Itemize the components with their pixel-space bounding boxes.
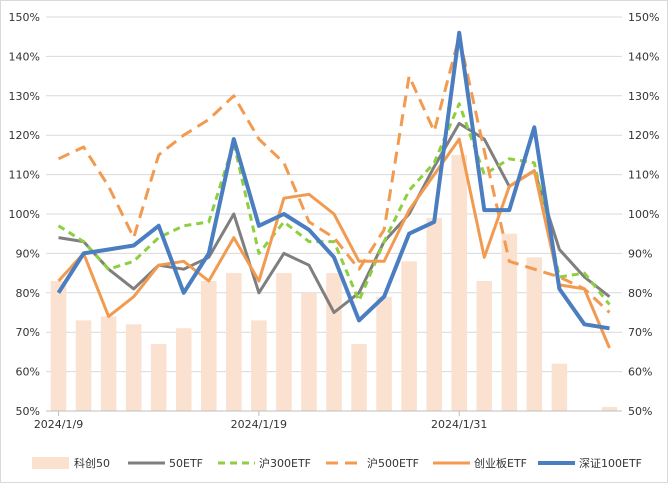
bar-series	[50, 154, 618, 411]
series-line	[57, 102, 611, 306]
bar	[175, 328, 192, 411]
bar	[226, 273, 242, 411]
y-tick-label-left: 120%	[9, 129, 40, 142]
y-tick-label-left: 80%	[16, 287, 40, 300]
y-tick-label-left: 130%	[9, 90, 40, 103]
legend-swatch	[32, 457, 69, 469]
y-tick-label-right: 140%	[628, 50, 659, 63]
bar	[201, 280, 217, 411]
y-tick-label-left: 60%	[16, 366, 40, 379]
y-tick-label-right: 150%	[628, 11, 659, 24]
legend-label: 科创50	[74, 456, 110, 470]
y-tick-label-right: 80%	[628, 287, 652, 300]
bar	[326, 273, 342, 411]
line-series	[56, 30, 611, 349]
bar	[150, 344, 167, 411]
y-tick-label-right: 50%	[628, 405, 652, 418]
bar	[551, 363, 568, 411]
y-tick-label-left: 150%	[9, 11, 40, 24]
bar	[601, 407, 618, 411]
series-line	[57, 35, 611, 314]
bar	[276, 273, 292, 411]
bar	[125, 324, 142, 411]
bar	[401, 261, 417, 411]
y-tick-label-left: 90%	[16, 247, 40, 260]
bar	[351, 344, 367, 411]
bar	[526, 257, 543, 411]
axes: 50% 50% 60% 60% 70% 70% 80% 80% 90% 90% 100% 100% 11…	[9, 11, 660, 431]
y-tick-label-right: 60%	[628, 366, 652, 379]
bar	[100, 316, 117, 411]
bar	[301, 292, 317, 411]
legend-label: 沪300ETF	[259, 456, 311, 470]
x-tick-label: 2024/1/19	[231, 418, 287, 431]
y-tick-label-left: 110%	[9, 169, 40, 182]
bar	[50, 280, 67, 411]
y-tick-label-right: 110%	[628, 169, 659, 182]
y-tick-label-left: 50%	[16, 405, 40, 418]
legend: 科创50 50ETF 沪300ETF 沪500ETF 创业板ETF 深证100ETF	[32, 456, 642, 470]
y-tick-label-right: 90%	[628, 247, 652, 260]
bar	[251, 320, 267, 411]
bar	[476, 280, 493, 411]
series-line	[56, 30, 610, 331]
x-tick-label: 2024/1/31	[431, 418, 487, 431]
y-tick-label-right: 130%	[628, 90, 659, 103]
legend-label: 深证100ETF	[579, 457, 642, 470]
bar	[75, 320, 92, 411]
bar	[376, 296, 392, 411]
y-tick-label-left: 70%	[16, 326, 40, 339]
bar	[426, 217, 442, 411]
y-tick-label-left: 140%	[9, 50, 40, 63]
x-tick-label: 2024/1/9	[34, 418, 83, 431]
legend-label: 50ETF	[169, 457, 203, 470]
y-tick-label-right: 120%	[628, 129, 659, 142]
y-tick-label-left: 100%	[9, 208, 40, 221]
bar	[451, 154, 467, 411]
y-tick-label-right: 100%	[628, 208, 659, 221]
legend-label: 创业板ETF	[474, 456, 527, 470]
y-tick-label-right: 70%	[628, 326, 652, 339]
legend-label: 沪500ETF	[367, 456, 419, 470]
bar	[501, 233, 518, 411]
